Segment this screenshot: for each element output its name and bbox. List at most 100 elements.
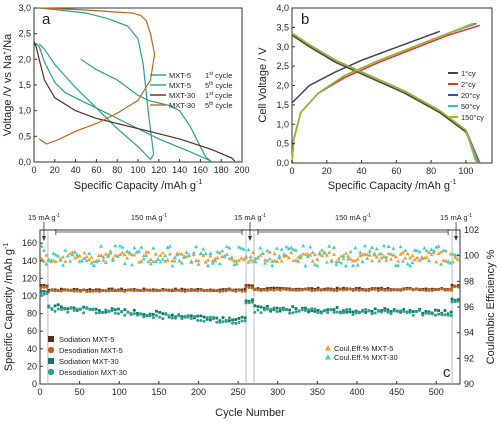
marker-desodiation-mxt-5	[145, 288, 149, 292]
marker-sodiation-mxt-5	[278, 286, 282, 290]
marker-desodiation-mxt-5	[39, 286, 43, 290]
marker-desodiation-mxt-30	[294, 310, 298, 314]
marker-desodiation-mxt-5	[443, 288, 447, 292]
x-tick-label: 160	[193, 165, 208, 175]
marker-coul-eff-mxt-30	[110, 258, 115, 262]
marker-coul-eff-mxt-5	[341, 256, 346, 261]
marker-coul-eff-mxt-30	[194, 244, 199, 249]
marker-desodiation-mxt-5	[421, 288, 425, 292]
marker-coul-eff-mxt-30	[391, 246, 396, 251]
marker-desodiation-mxt-5	[335, 289, 339, 293]
marker-coul-eff-mxt-30	[284, 244, 289, 249]
marker-coul-eff-mxt-30	[293, 248, 298, 252]
marker-sodiation-mxt-30	[326, 308, 330, 312]
legend-marker	[48, 358, 54, 364]
marker-coul-eff-mxt-5	[370, 258, 375, 263]
marker-desodiation-mxt-30	[440, 313, 444, 317]
marker-coul-eff-mxt-30	[315, 263, 320, 268]
marker-sodiation-mxt-30	[421, 312, 425, 315]
panel-b-x-label: Specific Capacity /mAh g-1	[328, 179, 457, 192]
marker-coul-eff-mxt-30	[346, 256, 351, 261]
marker-coul-eff-mxt-30	[282, 252, 287, 256]
marker-desodiation-mxt-30	[72, 308, 76, 312]
marker-desodiation-mxt-5	[212, 288, 216, 292]
marker-sodiation-mxt-30	[113, 308, 117, 312]
marker-desodiation-mxt-5	[288, 288, 292, 292]
marker-desodiation-mxt-5	[189, 289, 193, 293]
marker-desodiation-mxt-30	[126, 310, 130, 314]
marker-coul-eff-mxt-30	[241, 247, 246, 251]
marker-sodiation-mxt-5	[72, 287, 76, 291]
marker-coul-eff-mxt-30	[317, 252, 322, 256]
series-line-charge-1cy	[291, 30, 441, 104]
marker-coul-eff-mxt-30	[227, 245, 232, 250]
y-tick-label: 2,5	[18, 29, 31, 39]
marker-desodiation-mxt-30	[101, 311, 105, 315]
marker-sodiation-mxt-5	[107, 287, 111, 291]
marker-desodiation-mxt-30	[123, 313, 127, 317]
marker-sodiation-mxt-30	[161, 312, 165, 316]
marker-sodiation-mxt-30	[288, 308, 292, 312]
marker-coul-eff-mxt-30	[341, 253, 346, 258]
marker-desodiation-mxt-30	[215, 320, 219, 324]
marker-sodiation-mxt-30	[364, 311, 368, 314]
marker-desodiation-mxt-30	[411, 313, 415, 317]
marker-sodiation-mxt-30	[142, 312, 146, 316]
marker-coul-eff-mxt-30	[334, 262, 339, 267]
y-tick-label: 140	[22, 256, 37, 266]
marker-sodiation-mxt-5	[244, 284, 248, 287]
marker-desodiation-mxt-5	[354, 288, 358, 292]
marker-desodiation-mxt-5	[348, 287, 352, 291]
y-right-tick-label: 92	[464, 353, 474, 363]
marker-sodiation-mxt-30	[424, 310, 428, 313]
marker-coul-eff-mxt-30	[122, 261, 127, 266]
marker-desodiation-mxt-30	[59, 307, 63, 311]
marker-coul-eff-mxt-30	[56, 253, 61, 258]
marker-coul-eff-mxt-30	[422, 245, 427, 250]
marker-desodiation-mxt-30	[47, 305, 51, 309]
marker-coul-eff-mxt-30	[279, 247, 284, 251]
panel-c-rate-annotations: 15 mA g-1 150 mA g-1 15 mA g-1 150 mA g-1 15…	[28, 213, 472, 241]
marker-desodiation-mxt-30	[389, 312, 393, 316]
marker-desodiation-mxt-5	[161, 288, 165, 292]
marker-coul-eff-mxt-5	[455, 257, 460, 261]
marker-desodiation-mxt-5	[364, 289, 368, 293]
marker-coul-eff-mxt-5	[44, 253, 49, 257]
marker-desodiation-mxt-30	[145, 313, 149, 317]
marker-sodiation-mxt-5	[98, 288, 101, 292]
marker-coul-eff-mxt-30	[113, 243, 118, 248]
marker-sodiation-mxt-30	[269, 309, 273, 313]
y-tick-label: 60	[27, 326, 37, 336]
panel-a-y-label: Voltage /V vs Na+/Na	[2, 33, 14, 136]
marker-desodiation-mxt-5	[97, 290, 101, 294]
marker-desodiation-mxt-5	[310, 289, 314, 293]
marker-coul-eff-mxt-30	[137, 249, 142, 253]
marker-desodiation-mxt-30	[250, 300, 254, 304]
marker-desodiation-mxt-5	[123, 289, 127, 293]
marker-desodiation-mxt-5	[72, 289, 76, 293]
marker-coul-eff-mxt-30	[191, 250, 196, 255]
marker-desodiation-mxt-30	[63, 307, 67, 311]
marker-desodiation-mxt-30	[151, 316, 155, 320]
marker-desodiation-mxt-30	[56, 307, 60, 311]
marker-desodiation-mxt-5	[440, 287, 444, 291]
y-tick-label: 100	[22, 291, 37, 301]
marker-sodiation-mxt-30	[39, 289, 43, 293]
marker-sodiation-mxt-5	[218, 288, 222, 292]
marker-sodiation-mxt-30	[380, 309, 383, 312]
x-tick-label: 0	[31, 165, 36, 175]
marker-desodiation-mxt-5	[446, 288, 450, 292]
marker-coul-eff-mxt-30	[267, 256, 272, 261]
marker-coul-eff-mxt-5	[258, 253, 263, 257]
x-tick-label: 50	[75, 387, 85, 397]
marker-sodiation-mxt-5	[250, 284, 254, 288]
marker-desodiation-mxt-5	[408, 287, 412, 291]
marker-sodiation-mxt-30	[272, 308, 276, 312]
marker-desodiation-mxt-5	[158, 288, 162, 292]
marker-coul-eff-mxt-30	[103, 260, 108, 264]
marker-coul-eff-mxt-5	[160, 250, 165, 255]
marker-desodiation-mxt-5	[129, 288, 133, 292]
marker-desodiation-mxt-30	[132, 312, 136, 316]
marker-desodiation-mxt-30	[424, 311, 428, 315]
marker-desodiation-mxt-5	[278, 288, 282, 292]
